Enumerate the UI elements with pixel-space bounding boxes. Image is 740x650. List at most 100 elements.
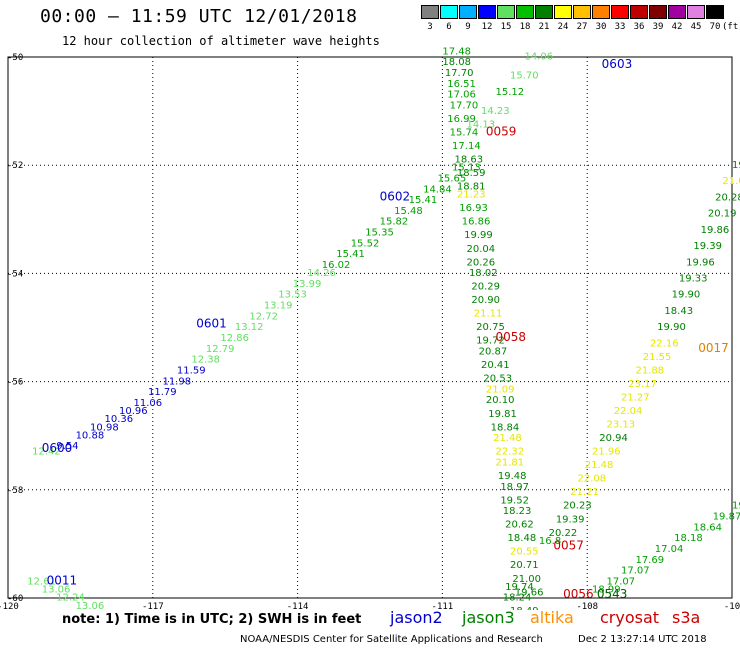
legend-level-label: 45: [690, 22, 702, 32]
wave-height-value: 21.96: [592, 447, 621, 458]
map-title: 00:00 – 11:59 UTC 12/01/2018: [40, 6, 358, 27]
legend-level-label: 9: [465, 22, 471, 32]
wave-height-value: 10.98: [90, 422, 119, 433]
wave-height-value: 14.23: [481, 106, 510, 117]
wave-height-value: 20.23: [563, 501, 592, 512]
legend-level-label: 70: [709, 22, 721, 32]
wave-height-value: 11.06: [133, 398, 162, 409]
wave-height-value: 18.97: [500, 482, 529, 493]
wave-height-value: 15.35: [365, 228, 394, 239]
wave-height-value: 18.49: [510, 606, 539, 610]
wave-height-value: 20.94: [599, 433, 628, 444]
wave-height-value: 18.48: [508, 533, 537, 544]
legend-swatch: [687, 5, 705, 19]
wave-height-value: 15.74: [450, 127, 479, 138]
wave-height-value: 20.75: [476, 322, 505, 333]
legend-swatch: [478, 5, 496, 19]
wave-height-value: 18.99: [592, 585, 621, 596]
wave-height-value: 19.81: [488, 409, 517, 420]
latitude-tick-label: -50: [7, 53, 23, 63]
wave-height-value: 19.39: [556, 514, 585, 525]
longitude-tick-label: -10: [724, 602, 740, 610]
pass-time-label: 0600: [42, 441, 73, 455]
wave-height-value: 17.69: [635, 555, 664, 566]
wave-height-value: 18.23: [503, 506, 532, 517]
wave-height-value: 15.70: [510, 71, 539, 82]
wave-height-value: 18.59: [457, 168, 486, 179]
wave-height-value: 15.82: [380, 217, 409, 228]
wave-height-value: 13.06: [42, 585, 71, 596]
wave-height-value: 14.26: [307, 268, 336, 279]
legend-swatch: [706, 5, 724, 19]
wave-height-value: 19.52: [500, 495, 529, 506]
wave-height-value: 16.93: [459, 203, 488, 214]
mission-label: altika: [530, 608, 574, 627]
wave-height-value: 20.90: [471, 295, 500, 306]
wave-height-value: 11.79: [148, 387, 177, 398]
wave-height-value: 21.23: [457, 190, 486, 201]
wave-height-value: 22.16: [650, 338, 679, 349]
legend-swatch: [554, 5, 572, 19]
latitude-tick-label: -52: [7, 161, 23, 171]
wave-height-value: 21.09: [486, 384, 515, 395]
wave-height-value: 12.72: [249, 311, 278, 322]
wave-height-value: 16.99: [447, 114, 476, 125]
legend-level-label: 18: [519, 22, 531, 32]
wave-height-value: 17.70: [445, 68, 474, 79]
wave-height-value: 20.26: [467, 257, 496, 268]
wave-height-value: 21.02: [722, 176, 740, 187]
wave-height-value: 15.41: [409, 195, 438, 206]
wave-height-value: 16.8: [539, 536, 561, 547]
wave-height-value: 16.86: [462, 217, 491, 228]
legend-level-label: 36: [633, 22, 645, 32]
wave-height-value: 19.99: [464, 230, 493, 241]
wave-height-value: 20.62: [505, 520, 534, 531]
wave-height-value: 22.08: [578, 474, 607, 485]
wave-height-value: 12.79: [206, 344, 235, 355]
wave-height-value: 20.29: [471, 282, 500, 293]
wave-height-value: 20.04: [467, 244, 496, 255]
pass-time-label: 0601: [196, 317, 227, 331]
wave-height-value: 17.70: [450, 100, 479, 111]
legend-level-label: 12: [481, 22, 493, 32]
wave-height-value: 10.96: [119, 406, 148, 417]
mission-label: jason3: [462, 608, 515, 627]
wave-height-value: 20.87: [479, 347, 508, 358]
legend-swatch: [630, 5, 648, 19]
wave-height-value: 15.48: [394, 206, 423, 217]
wave-height-value: 18.81: [457, 182, 486, 193]
legend-swatch: [459, 5, 477, 19]
wave-height-value: 16.51: [447, 79, 476, 90]
wave-height-value: 21.81: [495, 457, 524, 468]
longitude-tick-label: -120: [0, 602, 19, 610]
legend-level-label: 6: [446, 22, 452, 32]
wave-height-value: 9.54: [56, 441, 78, 452]
wave-height-value: 12.61: [27, 576, 56, 587]
wave-height-value: 15.41: [336, 249, 365, 260]
legend-level-label: 42: [671, 22, 683, 32]
wave-height-value: 20.53: [483, 374, 512, 385]
legend-swatch: [421, 5, 439, 19]
wave-height-value: 19.73: [732, 160, 740, 171]
wave-height-value: 21.55: [643, 352, 672, 363]
wave-height-map: -120 -117 -114 -111 -108 -10 -50 -52 -54 -56 -58 -6…: [0, 46, 740, 610]
wave-height-value: 13.12: [235, 322, 264, 333]
wave-height-value: 19.33: [679, 274, 708, 285]
wave-height-value: 19.31: [732, 501, 740, 512]
wave-height-value: 19.90: [672, 290, 701, 301]
map-frame: [7, 56, 733, 599]
pass-time-label: 0056: [563, 587, 594, 601]
footer-note: note: 1) Time is in UTC; 2) SWH is in fe…: [62, 612, 362, 627]
legend-level-label: 24: [557, 22, 569, 32]
wave-height-value: 19.74: [505, 582, 534, 593]
wave-height-value: 13.53: [278, 290, 307, 301]
legend-swatch: [573, 5, 591, 19]
pass-time-label: 0017: [698, 341, 729, 355]
legend-level-label: 15: [500, 22, 512, 32]
legend-swatch: [535, 5, 553, 19]
wave-height-value: 19.48: [498, 471, 527, 482]
latitude-tick-label: -58: [7, 486, 23, 496]
wave-height-value: 14.84: [423, 184, 452, 195]
longitude-tick-label: -117: [142, 602, 164, 610]
wave-height-value: 12.38: [191, 355, 220, 366]
